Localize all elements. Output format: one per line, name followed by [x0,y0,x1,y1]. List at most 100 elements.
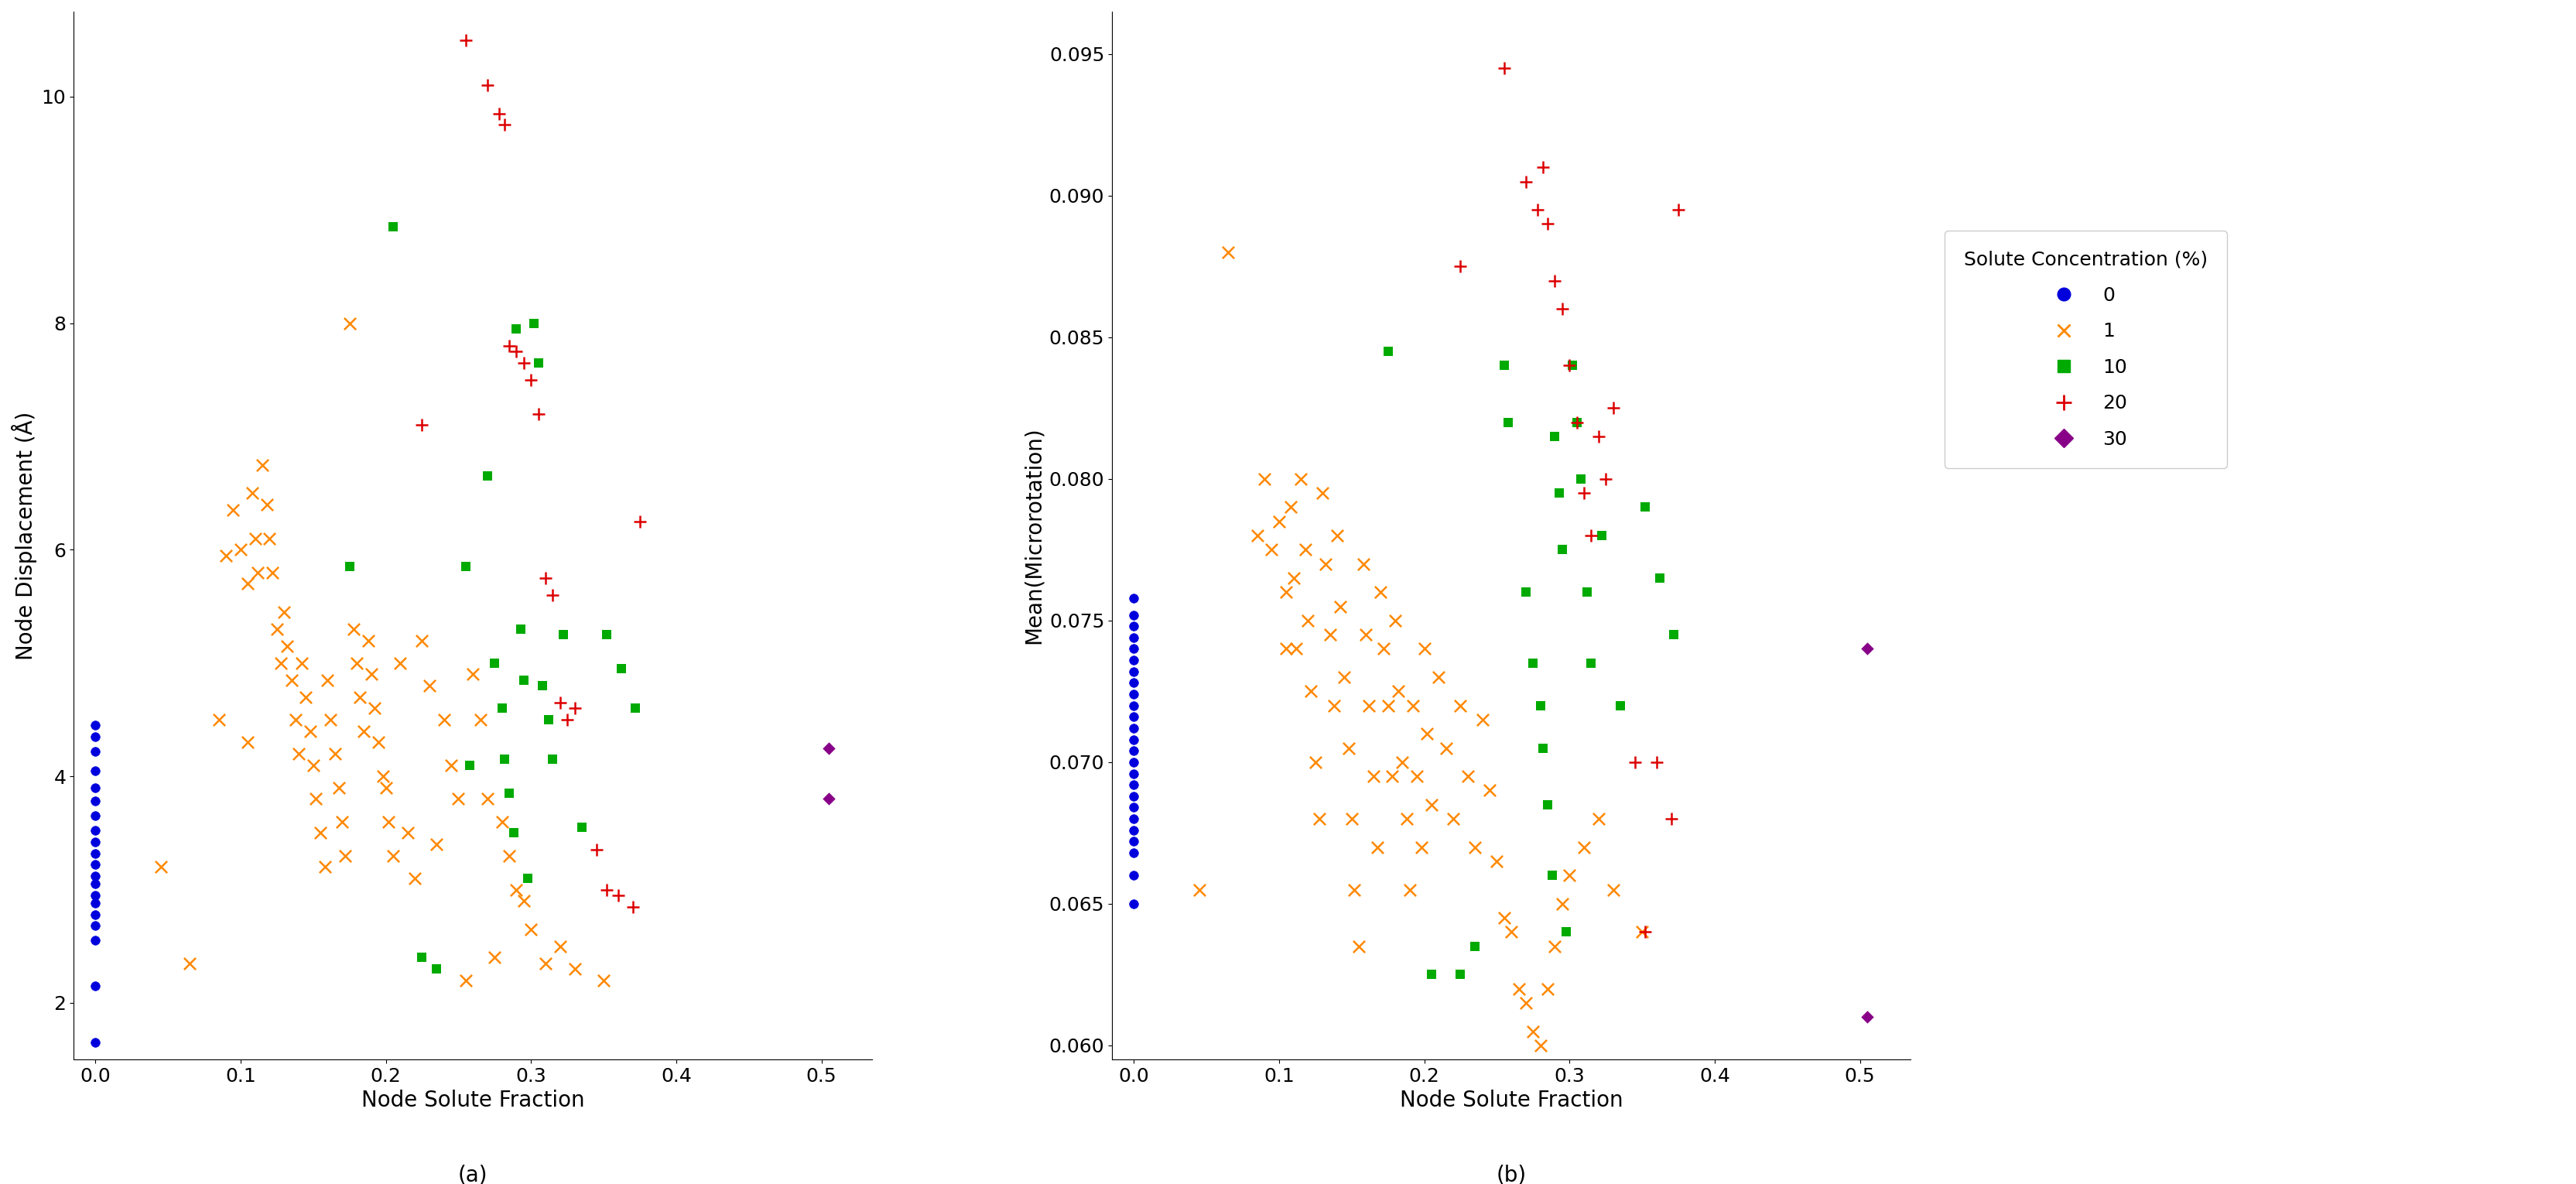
Point [1638,568,1680,587]
Point [1280,470,1321,489]
Point [227,733,268,752]
Point [1461,710,1502,729]
Point [1236,526,1278,545]
Point [1177,880,1218,899]
Point [1113,798,1154,817]
Point [1440,965,1481,984]
Point [307,670,348,689]
Point [75,844,116,863]
Point [260,654,301,673]
Point [1113,684,1154,703]
Point [386,824,428,843]
Point [1314,696,1355,715]
Point [495,320,536,339]
Point [1571,526,1613,545]
Point [1448,767,1489,786]
Point [227,574,268,593]
Point [466,790,507,809]
Point [526,954,567,973]
Point [1847,1008,1888,1027]
Point [219,540,260,559]
Point [281,654,322,673]
Point [1113,674,1154,693]
Point [296,790,337,809]
Point [75,806,116,825]
Point [598,886,639,905]
Point [1540,300,1582,318]
Point [1378,682,1419,701]
Point [75,905,116,924]
Point [319,778,361,797]
Point [502,670,544,689]
Point [474,654,515,673]
Point [263,603,304,622]
Point [1548,866,1589,884]
Point [1600,696,1641,715]
Point [1620,922,1662,941]
Point [479,104,520,123]
Point [1113,843,1154,862]
Point [1275,639,1316,658]
Point [1334,880,1376,899]
Point [510,371,551,390]
Point [1504,172,1546,191]
Point [75,894,116,913]
Point [554,699,595,718]
Point [1113,639,1154,658]
Point [1265,639,1306,658]
Point [1352,767,1394,786]
Point [1520,696,1561,715]
Point [1370,767,1412,786]
Point [538,937,580,955]
Point [75,822,116,841]
Point [1288,611,1329,630]
Point [1291,682,1332,701]
Point [538,693,580,712]
Point [75,742,116,761]
Point [1504,993,1546,1012]
Point [198,710,240,729]
Point [304,857,345,876]
Point [1504,583,1546,601]
Point [379,654,420,673]
Point [1388,880,1430,899]
Point [1636,753,1677,772]
Point [1564,483,1605,502]
Point [1301,483,1342,502]
Point [1517,200,1558,219]
Point [1492,922,1533,941]
Point [510,920,551,939]
Point [1113,707,1154,726]
Point [1592,880,1633,899]
Point [1257,511,1298,530]
Point [438,790,479,809]
Point [1533,271,1574,290]
Point [507,869,549,888]
Point [1571,654,1613,673]
Point [170,954,211,973]
Point [1847,639,1888,658]
Point [1651,810,1692,829]
Point [1476,851,1517,870]
Point [1391,696,1432,715]
Point [1486,413,1528,432]
Point [1113,776,1154,794]
Point [554,959,595,978]
Point [75,886,116,905]
Point [489,784,531,803]
Point [402,631,443,650]
Point [1113,821,1154,839]
Point [1579,526,1620,545]
Point [340,688,381,707]
Point [363,767,404,786]
Point [75,977,116,996]
Point [1113,753,1154,772]
Point [374,847,415,866]
Point [446,971,487,990]
Point [1360,583,1401,601]
Point [232,483,273,502]
Point [75,855,116,874]
Point [75,867,116,886]
Point [1113,741,1154,760]
Point [1373,611,1414,630]
